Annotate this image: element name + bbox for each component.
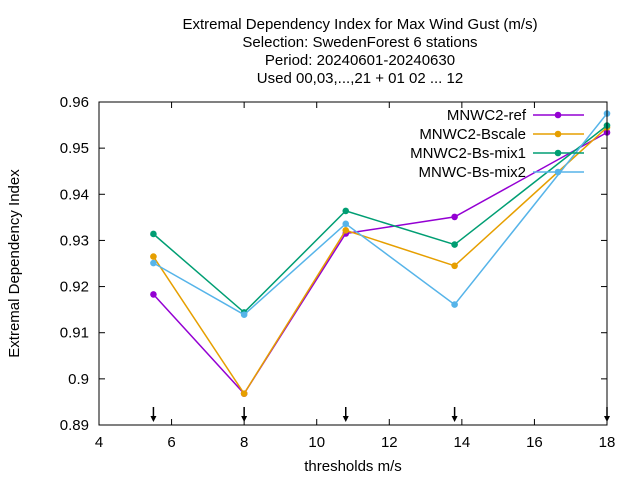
legend-marker [554,168,562,176]
data-point [150,259,157,267]
series-line [152,126,608,395]
title-line: Used 00,03,...,21 + 01 02 ... 12 [257,70,463,87]
threshold-marker [150,407,157,422]
y-tick-label: 0.92 [60,279,89,296]
legend-item: MNWC2-Bs-mix1 [410,145,584,162]
data-point [240,390,248,397]
data-point [451,301,458,308]
data-point [342,226,350,234]
plot-series [150,110,611,397]
y-tick-label: 0.95 [60,140,89,157]
y-tick-label: 0.9 [68,371,89,388]
x-tick-label: 10 [308,434,325,451]
legend-item: MNWC-Bs-mix2 [419,164,584,181]
y-tick-label: 0.91 [60,325,89,342]
y-tick-label: 0.93 [60,232,89,249]
x-tick-label: 16 [526,434,543,451]
plot-frame [98,101,608,426]
x-tick-label: 4 [95,434,103,451]
data-point [240,311,248,319]
y-axis-label: Extremal Dependency Index [6,169,23,358]
x-tick-label: 18 [599,434,616,451]
data-point [342,207,350,215]
data-point [451,262,458,270]
legend-label: MNWC2-Bscale [419,126,526,143]
chart-title: Extremal Dependency Index for Max Wind G… [182,16,537,87]
legend-label: MNWC2-Bs-mix1 [410,145,526,162]
y-tick-label: 0.94 [60,186,89,203]
legend-marker [554,130,562,138]
x-tick-label: 6 [167,434,175,451]
title-line: Selection: SwedenForest 6 stations [242,34,477,51]
data-point [451,241,458,248]
x-tick-label: 8 [240,434,248,451]
legend-item: MNWC2-ref [447,107,584,124]
data-point [150,253,157,260]
x-tick-label: 12 [381,434,398,451]
threshold-marker [451,407,458,422]
x-axis-label: thresholds m/s [304,458,402,475]
legend-label: MNWC-Bs-mix2 [419,164,526,181]
title-line: Extremal Dependency Index for Max Wind G… [182,16,537,33]
legend-marker [554,111,562,119]
threshold-markers [150,407,610,422]
legend-marker [554,149,562,157]
x-axis: 4 6 8 10 12 14 16 18 [95,102,616,451]
series-3 [150,110,611,319]
legend: MNWC2-ref MNWC2-Bscale MNWC2-Bs-mix1 MNWC-B… [410,107,584,181]
data-point [451,213,458,221]
legend-label: MNWC2-ref [447,107,527,124]
y-axis: 0.89 0.9 0.91 0.92 0.93 0.94 0.95 0.96 [60,94,607,434]
series-1 [150,124,611,397]
data-point [150,230,157,238]
series-line [153,113,608,316]
legend-item: MNWC2-Bscale [419,126,584,143]
title-line: Period: 20240601-20240630 [265,52,455,69]
x-tick-label: 14 [454,434,471,451]
data-point [342,220,350,228]
y-tick-label: 0.96 [60,94,89,111]
threshold-marker [342,407,349,422]
data-point [150,291,157,298]
y-tick-label: 0.89 [60,417,89,434]
series-2 [150,122,611,316]
